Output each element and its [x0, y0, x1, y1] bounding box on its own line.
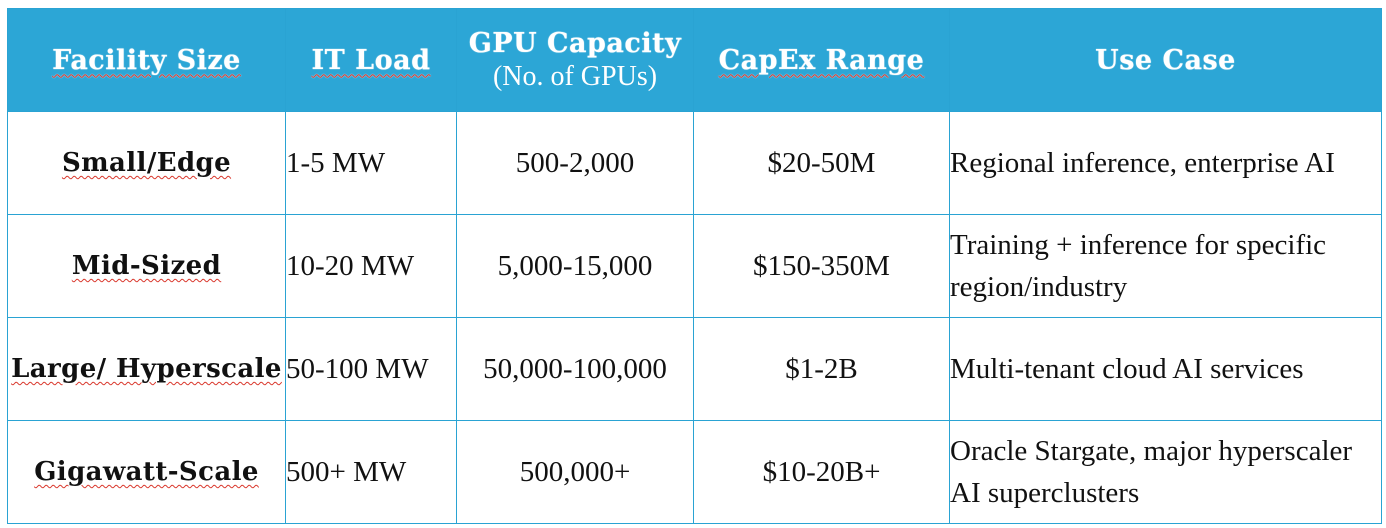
capex-range-cell: $150-350M [693, 214, 950, 318]
table-header: Facility Size IT Load GPU Capacity (No. … [7, 8, 1382, 112]
table-row: Mid-Sized 10-20 MW 5,000-15,000 $150-350… [7, 214, 1382, 318]
table-body: Small/Edge 1-5 MW 500-2,000 $20-50M Regi… [7, 111, 1382, 524]
capex-range-cell: $20-50M [693, 111, 950, 215]
header-row: Facility Size IT Load GPU Capacity (No. … [7, 8, 1382, 112]
use-case-cell: Multi-tenant cloud AI services [949, 317, 1382, 421]
header-gpu-capacity: GPU Capacity (No. of GPUs) [456, 8, 694, 112]
it-load-cell: 500+ MW [285, 420, 457, 524]
table-row: Large/ Hyperscale 50-100 MW 50,000-100,0… [7, 317, 1382, 421]
use-case-cell: Regional inference, enterprise AI [949, 111, 1382, 215]
capex-range-cell: $1-2B [693, 317, 950, 421]
gpu-capacity-cell: 5,000-15,000 [456, 214, 694, 318]
it-load-cell: 50-100 MW [285, 317, 457, 421]
table-row: Gigawatt-Scale 500+ MW 500,000+ $10-20B+… [7, 420, 1382, 524]
header-capex-range: CapEx Range [693, 8, 950, 112]
facility-comparison-table: Facility Size IT Load GPU Capacity (No. … [7, 8, 1382, 524]
facility-size-cell: Large/ Hyperscale [7, 317, 286, 421]
capex-range-cell: $10-20B+ [693, 420, 950, 524]
header-use-case: Use Case [949, 8, 1382, 112]
header-facility-size: Facility Size [7, 8, 286, 112]
it-load-cell: 1-5 MW [285, 111, 457, 215]
facility-size-cell: Mid-Sized [7, 214, 286, 318]
facility-size-cell: Small/Edge [7, 111, 286, 215]
facility-size-cell: Gigawatt-Scale [7, 420, 286, 524]
gpu-capacity-cell: 500-2,000 [456, 111, 694, 215]
header-gpu-capacity-title: GPU Capacity [468, 27, 682, 59]
header-it-load: IT Load [285, 8, 457, 112]
gpu-capacity-cell: 50,000-100,000 [456, 317, 694, 421]
use-case-cell: Oracle Stargate, major hyperscaler AI su… [949, 420, 1382, 524]
table-row: Small/Edge 1-5 MW 500-2,000 $20-50M Regi… [7, 111, 1382, 215]
it-load-cell: 10-20 MW [285, 214, 457, 318]
gpu-capacity-cell: 500,000+ [456, 420, 694, 524]
use-case-cell: Training + inference for specific region… [949, 214, 1382, 318]
header-gpu-capacity-subtitle: (No. of GPUs) [492, 60, 658, 92]
